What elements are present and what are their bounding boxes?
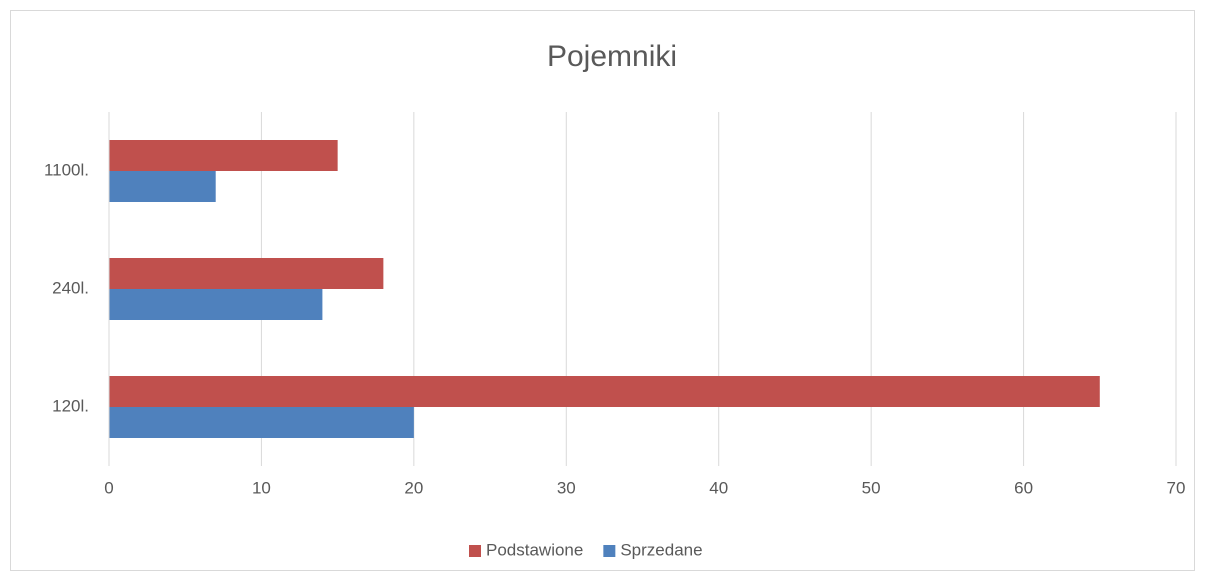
x-tick-label: 10 — [252, 478, 271, 497]
chart-title: Pojemniki — [547, 40, 677, 73]
bar — [109, 258, 384, 289]
x-tick-label: 50 — [862, 478, 881, 497]
bar — [109, 376, 1100, 407]
y-tick-label: 240l. — [52, 278, 89, 297]
legend-swatch — [469, 545, 481, 557]
x-tick-label: 20 — [404, 478, 423, 497]
legend-label: Podstawione — [486, 540, 583, 559]
x-tick-label: 70 — [1167, 478, 1186, 497]
y-tick-label: 120l. — [52, 396, 89, 415]
bar — [109, 289, 323, 320]
x-tick-label: 40 — [709, 478, 728, 497]
y-tick-label: 1100l. — [44, 160, 89, 179]
legend-swatch — [603, 545, 616, 557]
bar — [109, 407, 414, 438]
bar — [109, 140, 338, 171]
x-tick-label: 60 — [1014, 478, 1033, 497]
legend-label: Sprzedane — [620, 540, 702, 559]
x-tick-label: 30 — [557, 478, 576, 497]
bar — [109, 171, 216, 202]
x-tick-label: 0 — [104, 478, 113, 497]
